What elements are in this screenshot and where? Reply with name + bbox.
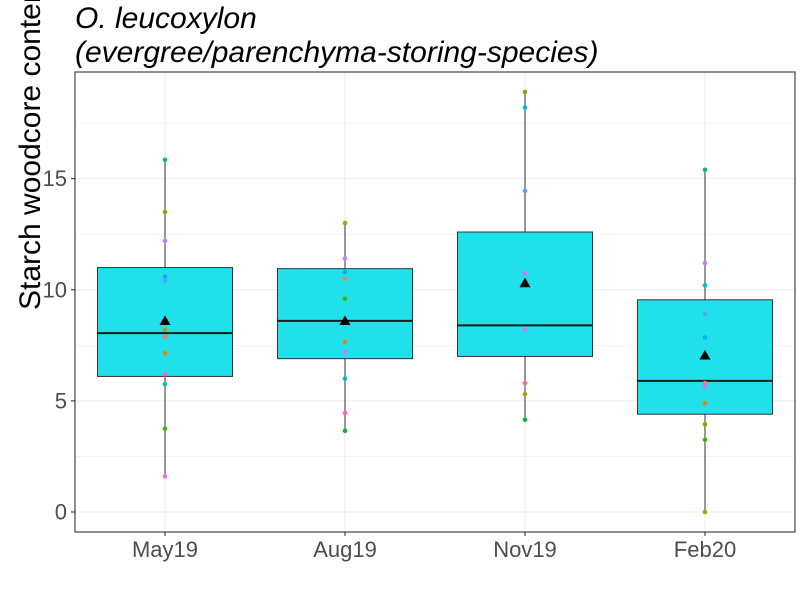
data-point [162, 381, 168, 387]
data-point [522, 105, 528, 110]
x-tick-label: May19 [132, 537, 198, 562]
data-point [702, 311, 708, 317]
data-point [342, 339, 348, 345]
data-points [162, 89, 708, 515]
x-tick-label: Aug19 [313, 537, 377, 562]
box [277, 268, 413, 360]
data-point [342, 276, 348, 281]
data-point [162, 334, 168, 339]
data-point [162, 274, 168, 279]
data-point [342, 269, 348, 275]
chart-title-line2: (evergree/parenchyma-storing-species) [75, 36, 599, 69]
x-tick-label: Nov19 [493, 537, 557, 562]
data-point [702, 283, 708, 288]
y-tick-label: 15 [43, 166, 67, 191]
data-point [702, 437, 708, 443]
data-point [342, 410, 348, 416]
data-point [522, 380, 528, 386]
chart-title: O. leucoxylon (evergree/parenchyma-stori… [75, 2, 599, 70]
data-point [342, 349, 348, 355]
mean-marker [159, 315, 171, 326]
data-point [702, 384, 708, 389]
whiskers [164, 92, 706, 512]
mean-marker [699, 349, 711, 360]
data-point [522, 391, 528, 397]
data-point [342, 296, 348, 301]
x-tick-label: Feb20 [674, 537, 736, 562]
data-point [342, 376, 348, 381]
y-tick-label: 5 [55, 388, 67, 413]
data-point [702, 260, 708, 266]
data-point [702, 421, 708, 427]
data-point [522, 89, 528, 95]
data-point [162, 209, 168, 215]
box [457, 231, 593, 357]
data-point [162, 278, 168, 284]
data-point [522, 270, 528, 276]
data-point [702, 167, 708, 173]
boxes [97, 231, 773, 415]
data-point [162, 238, 168, 244]
data-point [162, 426, 168, 431]
panel-border [74, 71, 796, 533]
mean-markers [159, 277, 711, 360]
data-point [522, 417, 528, 423]
data-point [702, 400, 708, 406]
data-point [702, 380, 708, 386]
data-point [702, 335, 708, 340]
mean-marker [519, 277, 531, 288]
data-point [162, 371, 168, 377]
data-point [342, 256, 348, 261]
data-point [162, 157, 168, 163]
data-point [162, 327, 168, 333]
data-point [522, 188, 528, 194]
data-point [162, 350, 168, 356]
x-axis-ticks: May19 Aug19 Nov19 Feb20 [132, 532, 736, 562]
data-point [702, 509, 708, 515]
data-point [342, 220, 348, 226]
y-axis-ticks: 0 5 10 15 [43, 166, 75, 525]
y-tick-label: 0 [55, 500, 67, 525]
data-point [522, 327, 528, 333]
y-tick-label: 10 [43, 277, 67, 302]
data-point [342, 428, 348, 434]
chart-title-line1: O. leucoxylon [75, 2, 257, 35]
mean-marker [339, 315, 351, 326]
data-point [162, 474, 168, 479]
